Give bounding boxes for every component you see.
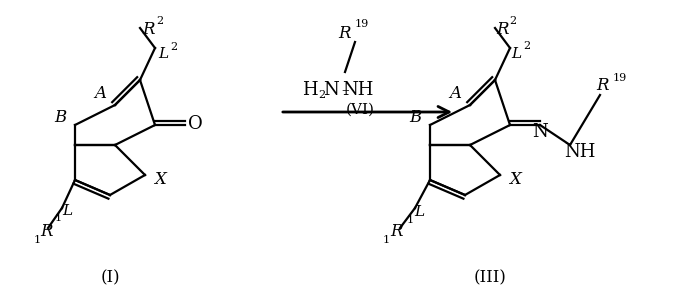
Text: X: X xyxy=(154,172,166,188)
Text: R: R xyxy=(389,224,402,241)
Text: NH: NH xyxy=(564,143,595,161)
Text: L: L xyxy=(62,204,72,218)
Text: 1: 1 xyxy=(34,235,40,245)
Text: (III): (III) xyxy=(473,269,507,286)
Text: R: R xyxy=(596,77,608,94)
Text: X: X xyxy=(509,172,521,188)
Text: L: L xyxy=(511,47,521,61)
Text: L: L xyxy=(414,205,424,219)
Text: 19: 19 xyxy=(613,73,627,83)
Text: 2: 2 xyxy=(156,16,163,26)
Text: N: N xyxy=(323,81,339,99)
Text: B: B xyxy=(54,109,66,125)
Text: 2: 2 xyxy=(510,16,517,26)
Text: 1: 1 xyxy=(54,213,61,223)
Text: NH: NH xyxy=(342,81,373,99)
Text: L: L xyxy=(158,47,168,61)
Text: H: H xyxy=(302,81,318,99)
Text: N: N xyxy=(532,123,548,141)
Text: 19: 19 xyxy=(355,19,369,29)
Text: 2: 2 xyxy=(524,41,530,51)
Text: –: – xyxy=(341,83,349,97)
Text: 2: 2 xyxy=(170,42,177,52)
Text: (VI): (VI) xyxy=(346,103,375,117)
Text: B: B xyxy=(409,109,421,125)
Text: (I): (I) xyxy=(101,269,120,286)
Text: R: R xyxy=(339,25,351,41)
Text: 1: 1 xyxy=(406,215,413,225)
Text: R: R xyxy=(142,20,154,38)
Text: R: R xyxy=(496,20,508,38)
Text: A: A xyxy=(94,85,106,101)
Text: O: O xyxy=(188,115,202,133)
Text: 2: 2 xyxy=(318,90,325,100)
Text: R: R xyxy=(40,224,52,241)
Text: 1: 1 xyxy=(383,235,389,245)
Text: A: A xyxy=(449,85,461,101)
